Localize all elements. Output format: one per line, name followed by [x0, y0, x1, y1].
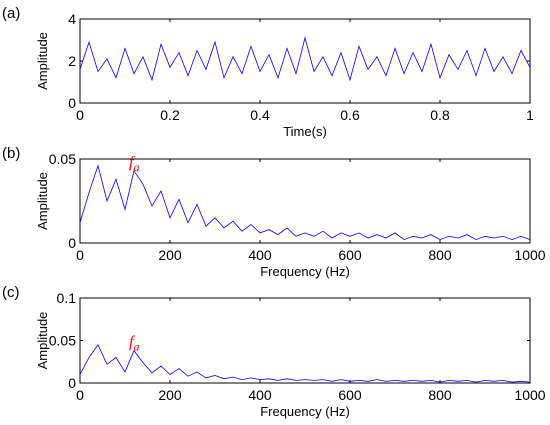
x-tick-label: 200: [158, 387, 182, 403]
x-tick-label: 0: [76, 107, 84, 123]
x-tick-label: 600: [338, 247, 362, 263]
y-tick-label: 0.05: [49, 333, 76, 349]
annotation-text: f: [129, 334, 136, 351]
panel-label: (c): [2, 284, 20, 301]
x-tick-label: 0.2: [160, 107, 180, 123]
y-tick-label: 0.05: [49, 151, 76, 167]
x-tick-label: 0: [76, 387, 84, 403]
x-tick-label: 600: [338, 387, 362, 403]
panel-label: (a): [2, 5, 20, 22]
series-line: [79, 36, 531, 82]
x-tick-label: 800: [428, 387, 452, 403]
axes-frame: [79, 297, 531, 384]
x-tick-label: 1000: [514, 387, 545, 403]
axes-frame: [79, 158, 531, 244]
annotation-subscript: a: [133, 160, 139, 174]
x-axis-label: Frequency (Hz): [260, 264, 350, 279]
x-tick-label: 400: [248, 247, 272, 263]
series-line: [79, 164, 531, 241]
annotation-subscript: a: [133, 340, 139, 354]
y-axis-label: Amplitude: [35, 32, 50, 90]
series-line: [79, 344, 531, 383]
y-tick-label: 0: [68, 375, 76, 391]
panel-label: (b): [2, 145, 20, 162]
y-tick-label: 0.1: [57, 290, 77, 306]
axes-frame: [79, 18, 531, 104]
x-tick-label: 0.6: [340, 107, 360, 123]
y-tick-label: 0: [68, 95, 76, 111]
y-tick-label: 2: [68, 53, 76, 69]
y-tick-label: 4: [68, 11, 76, 27]
annotation-text: f: [129, 154, 136, 171]
annotation-label: fa: [129, 334, 139, 354]
y-tick-label: 0: [68, 235, 76, 251]
x-tick-label: 0: [76, 247, 84, 263]
x-axis-label: Frequency (Hz): [260, 404, 350, 419]
x-tick-label: 0.8: [430, 107, 450, 123]
x-axis-label: Time(s): [283, 124, 327, 139]
x-tick-label: 1000: [514, 247, 545, 263]
x-tick-label: 400: [248, 387, 272, 403]
x-tick-label: 200: [158, 247, 182, 263]
y-axis-label: Amplitude: [35, 312, 50, 370]
x-tick-label: 0.4: [250, 107, 270, 123]
x-tick-label: 800: [428, 247, 452, 263]
annotation-label: fa: [129, 154, 139, 174]
x-tick-label: 1: [526, 107, 534, 123]
y-axis-label: Amplitude: [35, 172, 50, 230]
